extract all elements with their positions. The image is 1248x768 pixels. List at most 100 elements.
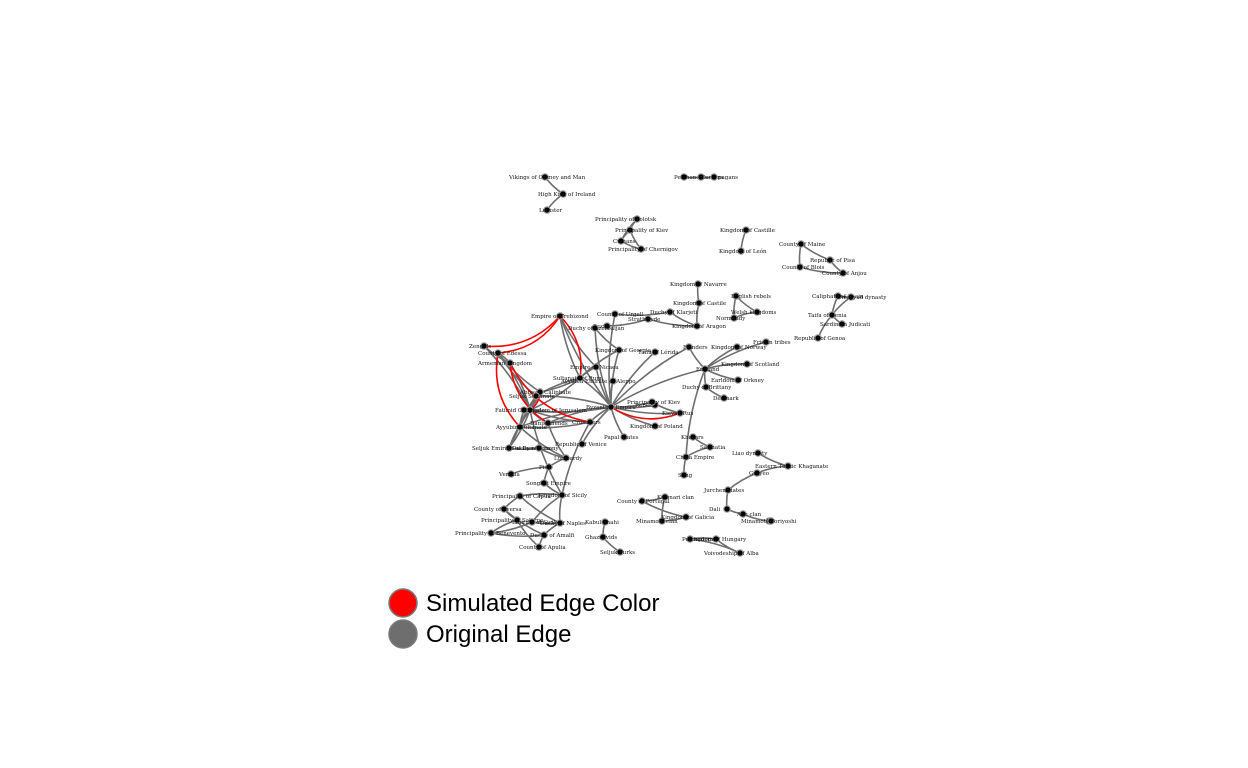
simulated-edge [497,315,561,354]
network-node: Ghaznavids [585,533,617,541]
node-marker [736,549,744,557]
node-label: Frisian tribes [753,340,791,346]
node-label: Kievan Rus [662,411,693,417]
node-marker [838,320,846,328]
network-node: County of Aversa [474,505,522,513]
original-edge [610,406,681,415]
network-node: Leinster [539,206,562,214]
node-marker [591,324,599,332]
node-marker [626,226,634,234]
node-label: Principality of Salerno [481,518,544,524]
node-marker [682,453,690,461]
simulated-edge [483,315,561,348]
node-label: Kingdom of Hungary [688,537,747,543]
node-label: Taifa of Lérida [638,349,679,356]
original-edge [519,421,591,429]
network-node: High King of Ireland [538,190,596,198]
node-label: Sardinian Judicati [820,322,870,328]
node-label: Emirate of Sicily [512,520,559,526]
node-label: Venetia [498,472,520,478]
node-label: County of Edessa [478,351,527,357]
node-marker [556,519,564,527]
network-node: English rebels [731,292,771,300]
node-marker [543,206,551,214]
node-label: Zengids [469,344,491,350]
node-label: Cumans [613,239,636,245]
node-marker [648,398,656,406]
original-edge [610,351,656,408]
node-marker [592,363,600,371]
original-edge [559,315,581,379]
network-node: Normandy [716,314,746,322]
node-marker [611,310,619,318]
node-label: Pisa [539,465,551,471]
network-node: County of Anjou [822,269,867,277]
network-node: County of Portugal [617,497,670,505]
node-marker [697,173,705,181]
network-node: Ayyubid Emirate of Aleppo [560,377,636,385]
node-marker [494,349,502,357]
node-label: Republic of Pisa [810,258,856,264]
network-node: Duchy of Saxony [512,444,560,452]
network-node: Duchy of Naples [540,519,586,527]
node-label: Song [678,473,693,479]
network-nodes: Vikings of Orkney and Man High King of Ir… [455,173,887,557]
node-label: Crusaders [572,420,601,426]
node-label: Republic of Venice [555,442,607,448]
legend: Simulated Edge Color Original Edge [388,588,659,649]
node-marker [544,419,552,427]
node-marker [710,173,718,181]
network-node: Cumans [613,237,636,245]
original-edge [558,494,563,524]
node-label: Abe clan [736,512,762,518]
original-edge [614,311,671,317]
node-marker [562,454,570,462]
node-marker [689,433,697,441]
node-label: Principality of Kiev [627,400,681,406]
network-node: Chola Empire [676,453,714,461]
network-node: Songhai Empire [526,479,571,487]
node-marker [615,346,623,354]
original-edge [610,368,706,408]
node-marker [506,359,514,367]
node-marker [601,518,609,526]
node-marker [753,469,761,477]
node-marker [754,449,762,457]
node-marker [651,348,659,356]
network-node: England [696,365,720,373]
node-marker [724,486,732,494]
network-node: Yoriyoshi [767,517,797,525]
node-label: County of Anjou [822,271,867,277]
simulated-edge [509,362,549,424]
original-edge [594,327,612,408]
node-label: Sarmatia [700,445,726,451]
node-label: Goryeo [749,471,770,477]
node-marker [658,517,666,525]
node-label: County of Portugal [617,499,670,505]
node-label: Duchy of Amalfi [530,533,575,539]
network-node: Goryeo [749,469,770,477]
node-marker [767,517,775,525]
node-marker [507,470,515,478]
node-marker [586,418,594,426]
node-label: Principality of Polotsk [595,217,657,223]
node-marker [558,491,566,499]
node-label: Seljuk Turks [600,550,635,556]
original-edge [647,318,698,327]
node-label: Duchy of Klarjeti [650,310,697,316]
node-label: County of Blois [782,265,825,271]
network-node: Liao dynasty [732,449,768,457]
network-node: Emirate of Sicily [512,518,559,526]
node-label: Chola Empire [676,455,714,461]
node-marker [742,226,750,234]
node-label: Duchy of Azerbaijan [568,326,625,332]
network-node: Welsh kingdoms [731,308,777,316]
node-marker [500,505,508,513]
node-label: Principality of Capua [492,494,551,500]
node-marker [578,440,586,448]
node-label: Minamoto [741,519,770,525]
network-node: County of Apulia [519,543,566,551]
node-marker [516,423,524,431]
node-marker [540,531,548,539]
network-node: Song [678,471,693,479]
